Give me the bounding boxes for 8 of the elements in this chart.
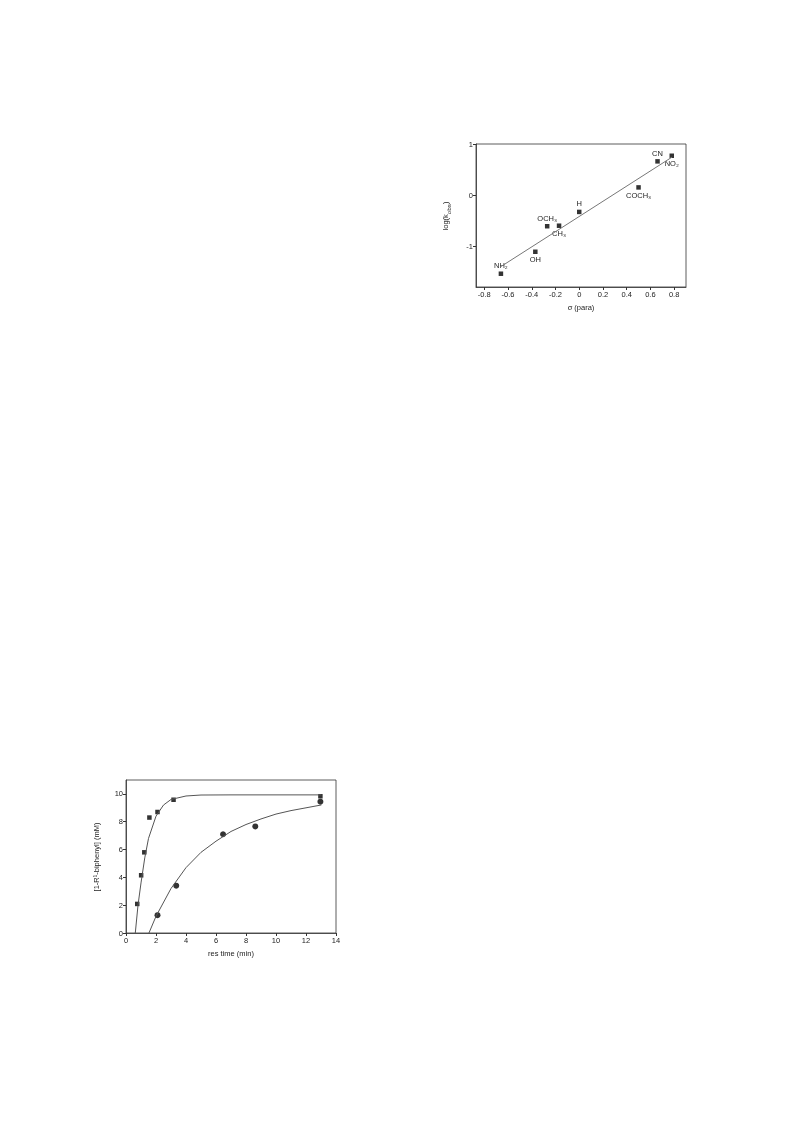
point [533, 249, 538, 255]
point [655, 159, 660, 164]
point [498, 271, 504, 276]
point [556, 223, 562, 228]
point [147, 815, 152, 820]
point [669, 153, 675, 158]
point [317, 798, 324, 805]
point [636, 185, 641, 190]
